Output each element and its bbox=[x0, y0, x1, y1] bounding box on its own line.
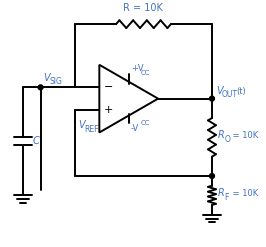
Circle shape bbox=[210, 96, 214, 101]
Text: V: V bbox=[44, 73, 50, 83]
Text: V: V bbox=[78, 120, 84, 130]
Text: −: − bbox=[104, 82, 114, 92]
Circle shape bbox=[38, 85, 43, 90]
Text: +: + bbox=[104, 105, 114, 115]
Text: CC: CC bbox=[140, 70, 150, 76]
Text: = 10K: = 10K bbox=[230, 189, 258, 198]
Text: OUT: OUT bbox=[222, 90, 238, 99]
Text: R = 10K: R = 10K bbox=[123, 2, 163, 13]
Text: V: V bbox=[216, 86, 223, 96]
Text: O: O bbox=[225, 135, 231, 144]
Text: C: C bbox=[33, 136, 39, 146]
Text: R: R bbox=[218, 188, 225, 198]
Text: = 10K: = 10K bbox=[230, 131, 258, 140]
Text: +V: +V bbox=[131, 64, 143, 73]
Text: REF: REF bbox=[85, 125, 99, 134]
Circle shape bbox=[210, 174, 214, 178]
Text: F: F bbox=[225, 193, 229, 202]
Text: -V: -V bbox=[131, 124, 139, 133]
Text: (t): (t) bbox=[236, 87, 246, 96]
Text: CC: CC bbox=[140, 120, 150, 126]
Text: R: R bbox=[218, 130, 225, 140]
Text: SIG: SIG bbox=[49, 77, 62, 86]
